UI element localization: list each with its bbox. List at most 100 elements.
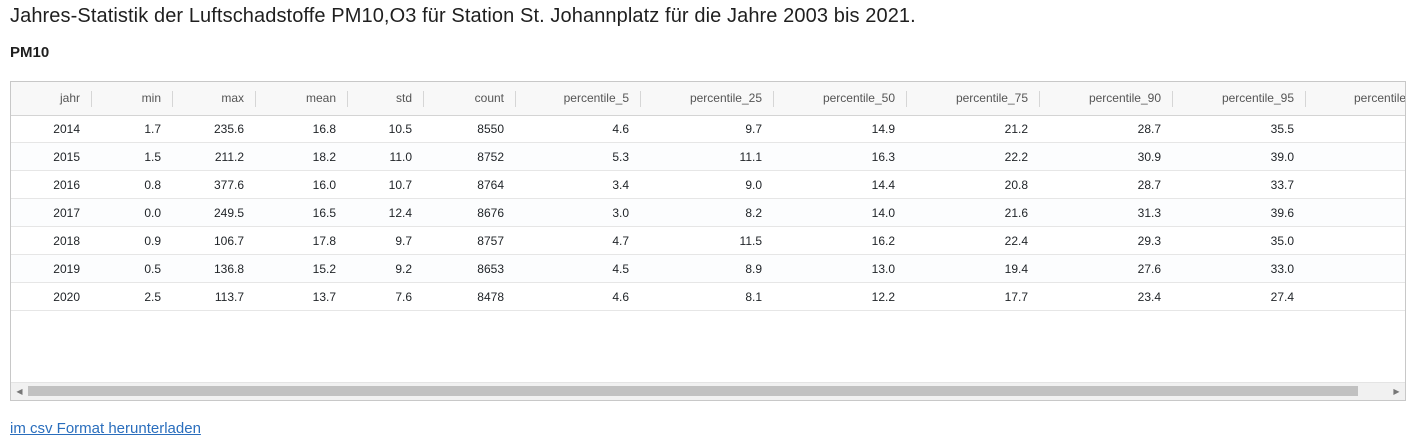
table-cell: 8752	[477, 150, 504, 164]
table-cell: 29.3	[1137, 234, 1161, 248]
table-row[interactable]: 2020 2.5 113.7 13.7 7.6 8478 4.6 8.1 12.2 17.7 23.…	[11, 283, 1405, 311]
table-row[interactable]: 2018 0.9 106.7 17.8 9.7 8757 4.7 11.5 16.2 22.4 29…	[11, 227, 1405, 255]
table-cell: 8757	[477, 234, 504, 248]
scroll-thumb[interactable]	[28, 386, 1358, 396]
column-divider[interactable]	[347, 91, 348, 107]
table-cell: 8.9	[745, 262, 762, 276]
table-cell: 136.8	[213, 262, 244, 276]
table-cell: 13.0	[871, 262, 895, 276]
table-cell: 2016	[53, 178, 80, 192]
table-cell: 9.7	[395, 234, 412, 248]
data-grid[interactable]: jahr min max mean std count percentile_5 percen…	[10, 81, 1406, 401]
table-row[interactable]: 2015 1.5 211.2 18.2 11.0 8752 5.3 11.1 16.3 22.2 3…	[11, 143, 1405, 171]
table-cell: 9.2	[395, 262, 412, 276]
table-cell: 22.2	[1004, 150, 1028, 164]
column-header-count[interactable]: count	[474, 91, 504, 105]
table-cell: 20.8	[1004, 178, 1028, 192]
table-cell: 0.9	[144, 234, 161, 248]
table-cell: 8550	[477, 122, 504, 136]
table-cell: 0.5	[144, 262, 161, 276]
column-header-percentile-90[interactable]: percentile_90	[1088, 91, 1161, 105]
table-cell: 5.3	[612, 150, 629, 164]
table-cell: 17.7	[1004, 290, 1028, 304]
column-divider[interactable]	[1305, 91, 1306, 107]
table-cell: 235.6	[213, 122, 244, 136]
table-cell: 27.6	[1137, 262, 1161, 276]
table-cell: 28.7	[1137, 178, 1161, 192]
scroll-left-icon[interactable]: ◀	[16, 387, 23, 396]
table-cell: 8653	[477, 262, 504, 276]
table-cell: 15.2	[312, 262, 336, 276]
table-cell: 11.5	[739, 234, 762, 248]
column-header-percentile-25[interactable]: percentile_25	[689, 91, 762, 105]
table-cell: 2020	[53, 290, 80, 304]
table-cell: 17.8	[312, 234, 336, 248]
table-cell: 23.4	[1137, 290, 1161, 304]
table-cell: 16.3	[871, 150, 895, 164]
table-cell: 11.0	[389, 150, 412, 164]
table-cell: 39.0	[1270, 150, 1294, 164]
table-cell: 11.1	[739, 150, 762, 164]
table-cell: 21.6	[1004, 206, 1028, 220]
column-header-percentile-50[interactable]: percentile_50	[822, 91, 895, 105]
table-cell: 14.4	[871, 178, 895, 192]
column-divider[interactable]	[172, 91, 173, 107]
column-header-percentile-75[interactable]: percentile_75	[955, 91, 1028, 105]
column-header-percentile[interactable]: percentile	[1354, 91, 1406, 105]
table-cell: 4.6	[612, 122, 629, 136]
table-cell: 12.2	[871, 290, 895, 304]
table-cell: 13.7	[312, 290, 336, 304]
table-cell: 2014	[53, 122, 80, 136]
column-header-std[interactable]: std	[395, 91, 412, 105]
column-header-min[interactable]: min	[141, 91, 161, 105]
table-row[interactable]: 2017 0.0 249.5 16.5 12.4 8676 3.0 8.2 14.0 21.6 31…	[11, 199, 1405, 227]
horizontal-scrollbar[interactable]: ◀ ▶	[11, 382, 1405, 400]
column-divider[interactable]	[1039, 91, 1040, 107]
table-cell: 3.0	[612, 206, 629, 220]
table-cell: 4.7	[612, 234, 629, 248]
table-cell: 1.5	[144, 150, 161, 164]
table-cell: 2015	[53, 150, 80, 164]
column-header-jahr[interactable]: jahr	[59, 91, 80, 105]
table-cell: 2018	[53, 234, 80, 248]
scroll-right-icon[interactable]: ▶	[1393, 387, 1400, 396]
table-cell: 14.9	[871, 122, 895, 136]
table-cell: 4.5	[612, 262, 629, 276]
table-cell: 0.8	[144, 178, 161, 192]
table-cell: 4.6	[612, 290, 629, 304]
column-header-mean[interactable]: mean	[305, 91, 336, 105]
column-header-percentile-5[interactable]: percentile_5	[563, 91, 629, 105]
table-cell: 9.7	[745, 122, 762, 136]
table-cell: 2017	[53, 206, 80, 220]
table-cell: 19.4	[1004, 262, 1028, 276]
column-divider[interactable]	[1172, 91, 1173, 107]
table-cell: 16.8	[312, 122, 336, 136]
table-cell: 0.0	[144, 206, 161, 220]
table-cell: 8676	[477, 206, 504, 220]
table-row[interactable]: 2019 0.5 136.8 15.2 9.2 8653 4.5 8.9 13.0 19.4 27.…	[11, 255, 1405, 283]
table-cell: 14.0	[871, 206, 895, 220]
table-cell: 10.5	[388, 122, 412, 136]
column-divider[interactable]	[773, 91, 774, 107]
table-cell: 16.2	[871, 234, 895, 248]
column-header-percentile-95[interactable]: percentile_95	[1221, 91, 1294, 105]
csv-download-link[interactable]: im csv Format herunterladen	[10, 420, 201, 437]
column-divider[interactable]	[640, 91, 641, 107]
column-divider[interactable]	[423, 91, 424, 107]
table-cell: 16.0	[312, 178, 336, 192]
column-divider[interactable]	[906, 91, 907, 107]
column-divider[interactable]	[255, 91, 256, 107]
table-cell: 31.3	[1137, 206, 1161, 220]
table-row[interactable]: 2016 0.8 377.6 16.0 10.7 8764 3.4 9.0 14.4 20.8 28…	[11, 171, 1405, 199]
section-title: PM10	[10, 44, 50, 61]
table-cell: 18.2	[312, 150, 336, 164]
column-header-max[interactable]: max	[221, 91, 244, 105]
column-divider[interactable]	[91, 91, 92, 107]
table-row[interactable]: 2014 1.7 235.6 16.8 10.5 8550 4.6 9.7 14.9 21.2 28…	[11, 115, 1405, 143]
table-cell: 35.5	[1270, 122, 1294, 136]
table-cell: 33.0	[1270, 262, 1294, 276]
table-cell: 8.2	[745, 206, 762, 220]
table-cell: 8764	[477, 178, 504, 192]
column-divider[interactable]	[515, 91, 516, 107]
table-cell: 33.7	[1270, 178, 1294, 192]
